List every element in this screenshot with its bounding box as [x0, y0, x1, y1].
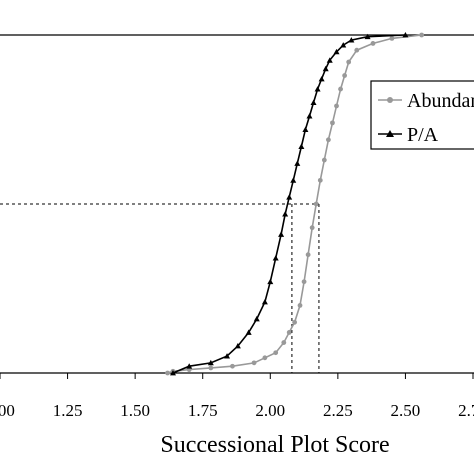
data-point: [282, 211, 289, 217]
data-point: [297, 303, 303, 308]
data-point: [208, 365, 214, 371]
series-line-1: [167, 34, 422, 374]
data-point: [346, 59, 352, 65]
data-point: [314, 86, 321, 92]
data-point: [309, 225, 315, 231]
data-point: [262, 355, 268, 361]
data-point: [317, 177, 323, 183]
x-tick-label: 1.75: [188, 401, 218, 420]
data-point: [325, 137, 331, 143]
x-tick-label: 2.25: [323, 401, 353, 420]
data-point: [281, 340, 287, 345]
axis-layer: 1.00 1.25 1.50 1.75 2.00 2.25 2.50 2.75: [0, 373, 474, 420]
series-1: [165, 32, 425, 376]
data-point: [370, 41, 376, 46]
data-point: [272, 255, 279, 261]
series-line-2: [172, 34, 406, 374]
data-point: [338, 86, 343, 92]
data-point: [278, 231, 285, 237]
data-point: [261, 299, 268, 305]
data-point: [330, 120, 335, 126]
data-point: [306, 113, 313, 119]
x-tick-label: 1.50: [120, 401, 150, 420]
x-tick-label: 1.25: [53, 401, 83, 420]
data-point: [354, 47, 360, 53]
data-point: [165, 370, 170, 376]
series-2: [169, 32, 409, 376]
data-point: [253, 315, 260, 322]
data-point: [290, 177, 297, 183]
data-point: [207, 359, 214, 366]
data-point: [340, 42, 347, 48]
data-point: [348, 37, 355, 43]
data-point: [333, 48, 340, 55]
data-point: [305, 252, 311, 258]
data-point: [419, 32, 425, 38]
x-tick-label: 2.00: [255, 401, 285, 420]
data-point: [302, 126, 309, 133]
data-point: [322, 65, 329, 72]
data-point: [286, 194, 293, 200]
legend-label: P/A: [407, 124, 439, 146]
data-point: [313, 201, 319, 207]
legend-marker-icon: [386, 130, 394, 137]
data-point: [326, 57, 333, 63]
data-point: [234, 342, 241, 349]
data-point: [292, 319, 298, 325]
data-point: [389, 35, 395, 41]
reference-lines: [0, 203, 320, 373]
x-tick-label: 1.00: [0, 401, 15, 420]
data-point: [230, 363, 235, 369]
data-point: [301, 279, 307, 285]
data-point: [310, 99, 317, 105]
data-point: [402, 32, 409, 38]
data-point: [186, 363, 193, 369]
data-point: [364, 33, 371, 40]
data-point: [251, 360, 257, 366]
x-axis-title: Successional Plot Score: [160, 432, 389, 458]
data-point: [267, 278, 274, 285]
data-point: [169, 370, 176, 376]
legend-box: [370, 80, 474, 150]
data-point: [224, 353, 231, 359]
legend: Abundance P/A: [370, 80, 474, 150]
series-layer: [165, 32, 425, 376]
legend-label: Abundance: [407, 90, 474, 112]
data-point: [334, 103, 339, 109]
x-tick-label: 2.50: [391, 401, 421, 420]
data-point: [318, 75, 325, 82]
legend-marker-icon: [387, 97, 393, 103]
x-tick-label: 2.75: [458, 401, 474, 420]
data-point: [294, 160, 301, 166]
data-point: [342, 73, 348, 78]
data-point: [321, 157, 327, 163]
data-point: [273, 350, 279, 356]
data-point: [286, 330, 292, 335]
data-point: [245, 329, 252, 335]
data-point: [298, 143, 305, 149]
